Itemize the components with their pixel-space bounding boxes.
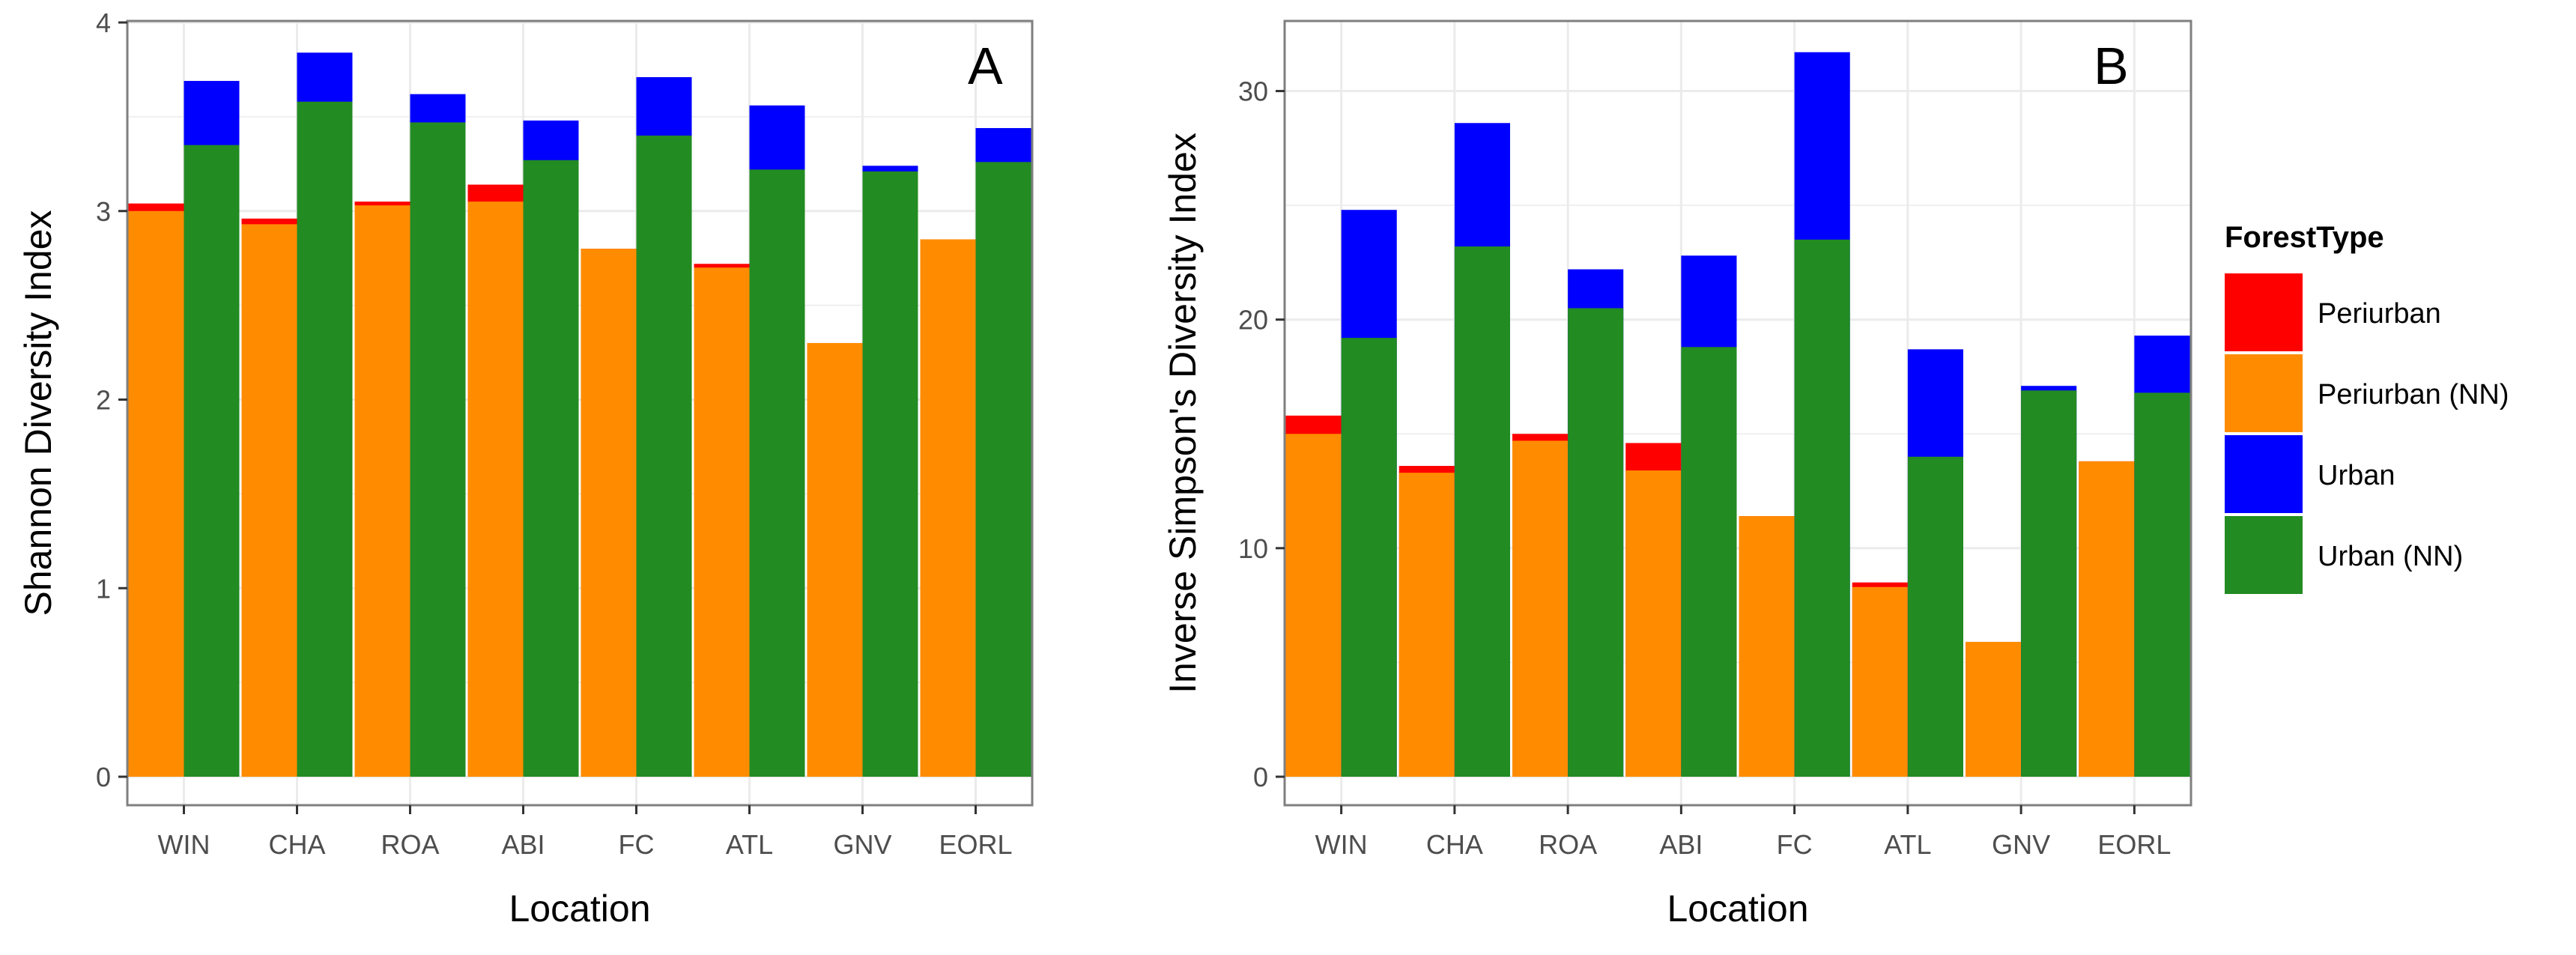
panel-a-xtick-label-atl: ATL: [726, 829, 773, 860]
legend-label-periurban-nn: Periurban (NN): [2318, 379, 2509, 410]
legend-key-periurban-nn: [2225, 354, 2303, 432]
panel-b-ytick-label: 0: [1253, 762, 1268, 792]
panel-a-bar-gnv-urban-nn: [862, 171, 918, 777]
panel-b-bar-win-periurban-nn: [1285, 434, 1342, 777]
panel-b-y-axis-title: Inverse Simpson's Diversity Index: [1162, 133, 1204, 694]
panel-b-xtick-label-win: WIN: [1315, 829, 1368, 860]
panel-b-bar-cha-urban-nn: [1454, 246, 1510, 777]
panel-b-bar-atl-urban-nn: [1907, 456, 1963, 777]
legend-key-urban: [2225, 435, 2303, 513]
panel-a-bar-eorl-periurban-nn: [920, 239, 976, 777]
panel-a-x-axis-title: Location: [509, 888, 650, 930]
panel-a-bar-fc-periurban-nn: [581, 249, 637, 777]
panel-b-bar-eorl-urban-nn: [2134, 392, 2190, 777]
panel-b-xtick-label-fc: FC: [1777, 829, 1813, 860]
panel-b-xtick-label-eorl: EORL: [2097, 829, 2171, 860]
panel-a-bar-win-urban-nn: [184, 145, 240, 777]
panel-a-bar-eorl-urban-nn: [975, 162, 1031, 777]
panel-a-xtick-label-eorl: EORL: [939, 829, 1012, 860]
legend-title: ForestType: [2225, 221, 2384, 254]
panel-a-xtick-label-gnv: GNV: [833, 829, 891, 860]
panel-b-bar-abi-periurban-nn: [1625, 470, 1682, 777]
panel-a-bar-fc-urban-nn: [636, 136, 692, 777]
panel-b-xtick-label-cha: CHA: [1426, 829, 1483, 860]
panel-b-ytick-label: 30: [1238, 76, 1268, 107]
legend: ForestType Periurban Periurban (NN) Urban Ur…: [2225, 221, 2509, 594]
panel-a-xtick-label-cha: CHA: [268, 829, 325, 860]
panel-b-x-axis-title: Location: [1667, 888, 1808, 930]
panel-b-bar-abi-urban-nn: [1681, 347, 1737, 777]
panel-b-bar-roa-periurban-nn: [1512, 440, 1569, 777]
panel-a: 0 1 2 3 4 WIN CHA ROA ABI FC ATL GNV EORL Location Sha…: [17, 7, 1034, 930]
panel-a-ytick-label: 1: [96, 573, 111, 604]
panel-a-xtick-label-abi: ABI: [501, 829, 545, 860]
panel-b-bar-fc-periurban-nn: [1739, 516, 1795, 777]
panel-b-bar-atl-periurban-nn: [1852, 586, 1908, 777]
panel-b-xtick-label-gnv: GNV: [1992, 829, 2050, 860]
panel-a-bar-roa-periurban-nn: [354, 205, 410, 777]
panel-b-ytick-label: 20: [1238, 305, 1268, 336]
panel-b-bar-win-urban-nn: [1341, 338, 1397, 777]
panel-a-bar-win-periurban-nn: [128, 210, 184, 777]
panel-a-ytick-label: 4: [96, 7, 111, 38]
panel-b-ytick-label: 10: [1238, 533, 1268, 564]
legend-label-urban: Urban: [2318, 460, 2395, 491]
panel-b-bar-eorl-periurban-nn: [2079, 461, 2135, 777]
panel-b-bar-cha-periurban-nn: [1398, 473, 1455, 777]
panel-b-bar-roa-urban-nn: [1568, 308, 1624, 777]
legend-label-periurban: Periurban: [2318, 298, 2441, 330]
panel-b-label: B: [2094, 37, 2129, 95]
panel-b-xtick-label-roa: ROA: [1539, 829, 1597, 860]
panel-a-bar-cha-periurban-nn: [241, 224, 297, 777]
panel-a-bar-atl-periurban-nn: [694, 267, 750, 777]
panel-a-xtick-label-win: WIN: [158, 829, 210, 860]
panel-a-xtick-label-fc: FC: [619, 829, 655, 860]
panel-a-bar-gnv-periurban-nn: [807, 342, 863, 777]
panel-b-bar-fc-urban-nn: [1794, 239, 1850, 777]
panel-a-xtick-label-roa: ROA: [381, 829, 439, 860]
legend-key-periurban: [2225, 273, 2303, 351]
panel-b: 0 10 20 30 WIN CHA ROA ABI FC ATL GNV EORL Location I…: [1162, 19, 2192, 930]
panel-a-border: [126, 19, 1034, 807]
panel-a-ytick-label: 2: [96, 385, 111, 416]
panel-a-y-axis-title: Shannon Diversity Index: [17, 210, 59, 616]
panel-b-border: [1283, 19, 2192, 807]
legend-label-urban-nn: Urban (NN): [2318, 541, 2463, 572]
panel-b-xtick-label-atl: ATL: [1884, 829, 1931, 860]
panel-a-bar-roa-urban-nn: [410, 122, 466, 777]
panel-b-bar-gnv-urban-nn: [2021, 390, 2077, 777]
panel-a-bar-abi-periurban-nn: [467, 201, 524, 777]
panel-a-ytick-label: 0: [96, 762, 111, 792]
panel-b-bar-gnv-periurban-nn: [1966, 641, 2022, 777]
panel-a-label: A: [968, 37, 1003, 95]
legend-key-urban-nn: [2225, 516, 2303, 594]
panel-a-bar-atl-urban-nn: [749, 169, 805, 777]
panel-a-ytick-label: 3: [96, 196, 111, 227]
panel-a-bar-abi-urban-nn: [523, 160, 579, 777]
panel-a-bar-cha-urban-nn: [297, 101, 353, 777]
panel-b-xtick-label-abi: ABI: [1659, 829, 1703, 860]
